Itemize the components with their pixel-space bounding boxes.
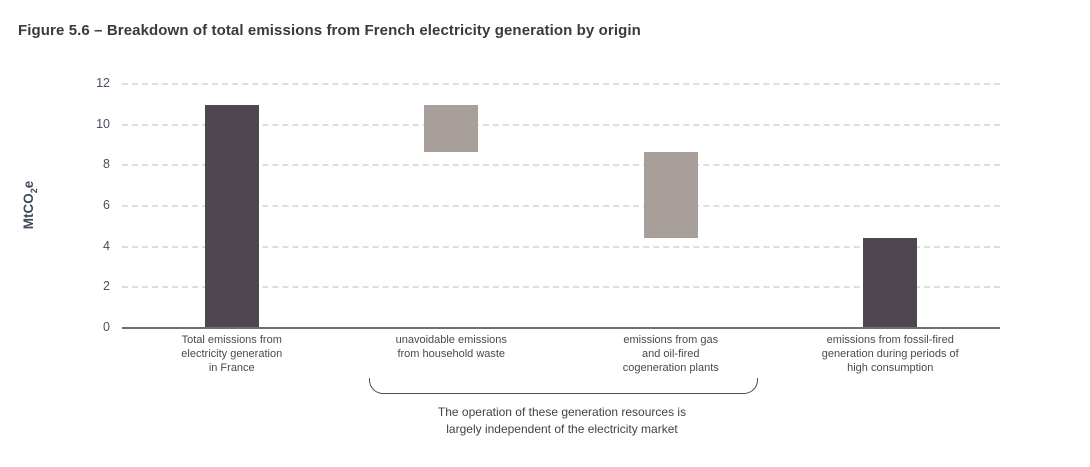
- y-tick-label: 12: [96, 76, 110, 90]
- gridline: [122, 83, 1000, 85]
- gridline: [122, 123, 1000, 126]
- x-axis-label: emissions from fossil-fired generation d…: [821, 334, 959, 374]
- y-tick-label: 2: [103, 279, 110, 294]
- figure-title: Figure 5.6 – Breakdown of total emission…: [18, 22, 641, 39]
- gridline: [122, 245, 1000, 248]
- x-axis-label: Total emissions from electricity generat…: [181, 334, 283, 374]
- x-axis-label: unavoidable emissions from household was…: [395, 334, 507, 360]
- bar: [863, 237, 918, 327]
- x-axis-line: [122, 327, 1000, 329]
- plot-area: 0 2 4 6 8 10 12: [96, 76, 1000, 334]
- y-axis-label-subscript: 2: [28, 188, 39, 194]
- y-axis-label-end: e: [21, 180, 37, 189]
- y-axis-label: MtCO2e: [21, 181, 39, 230]
- y-tick-label: 4: [103, 238, 110, 253]
- bar: [204, 105, 259, 327]
- y-tick-label: 8: [103, 157, 110, 172]
- y-tick-label: 6: [103, 198, 110, 212]
- bar: [424, 105, 479, 153]
- gridline: [122, 205, 1000, 207]
- y-tick-label: 10: [96, 116, 110, 131]
- y-tick-label: 0: [103, 320, 110, 334]
- y-axis-label-main: MtCO: [21, 193, 37, 230]
- x-axis-label: emissions from gas and oil-fired cogener…: [622, 334, 719, 374]
- gridline: [122, 164, 1000, 167]
- annotation-text: The operation of these generation resour…: [437, 405, 687, 437]
- brace: [368, 378, 758, 394]
- gridline: [122, 286, 1000, 289]
- bar: [643, 152, 698, 238]
